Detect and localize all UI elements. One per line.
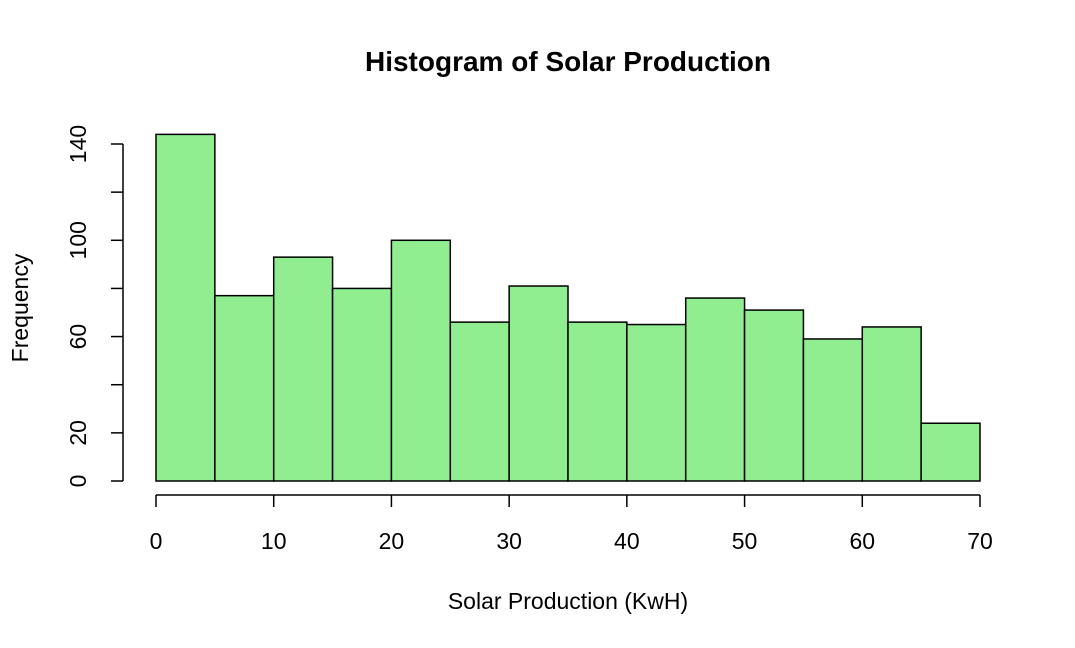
histogram-bar-2 — [272, 256, 334, 482]
x-tick-label: 10 — [261, 528, 287, 554]
x-tick-label: 60 — [849, 528, 875, 554]
x-tick-label: 70 — [967, 528, 993, 554]
y-tick-label: 140 — [65, 125, 91, 163]
y-axis: 0 20 60 100 140 — [65, 125, 124, 488]
bars-group — [155, 133, 981, 482]
histogram-bar-10 — [743, 309, 805, 482]
histogram-bar-3 — [331, 287, 393, 482]
y-tick-label: 100 — [65, 221, 91, 259]
x-tick-label: 40 — [614, 528, 640, 554]
histogram-bar-4 — [390, 239, 452, 482]
histogram-bar-11 — [802, 338, 864, 482]
histogram-bar-12 — [861, 326, 922, 482]
y-tick-label: 20 — [65, 420, 91, 446]
x-tick-label: 50 — [732, 528, 758, 554]
histogram-bar-9 — [684, 297, 746, 482]
histogram-bar-5 — [449, 321, 510, 482]
y-axis-label: Frequency — [7, 253, 33, 362]
histogram-bar-6 — [508, 285, 569, 482]
x-axis-label: Solar Production (KwH) — [448, 588, 688, 614]
histogram-bar-8 — [626, 323, 687, 482]
histogram-bar-7 — [567, 321, 628, 482]
histogram-bar-13 — [920, 422, 981, 482]
histogram-bar-1 — [214, 294, 275, 482]
chart-title: Histogram of Solar Production — [365, 46, 771, 77]
y-tick-label: 60 — [65, 324, 91, 350]
x-axis: 0 10 20 30 40 50 60 70 — [150, 494, 993, 554]
x-tick-label: 0 — [150, 528, 163, 554]
x-tick-label: 20 — [379, 528, 405, 554]
histogram-bar-0 — [155, 133, 216, 482]
y-tick-label: 0 — [65, 475, 91, 488]
x-tick-label: 30 — [496, 528, 522, 554]
